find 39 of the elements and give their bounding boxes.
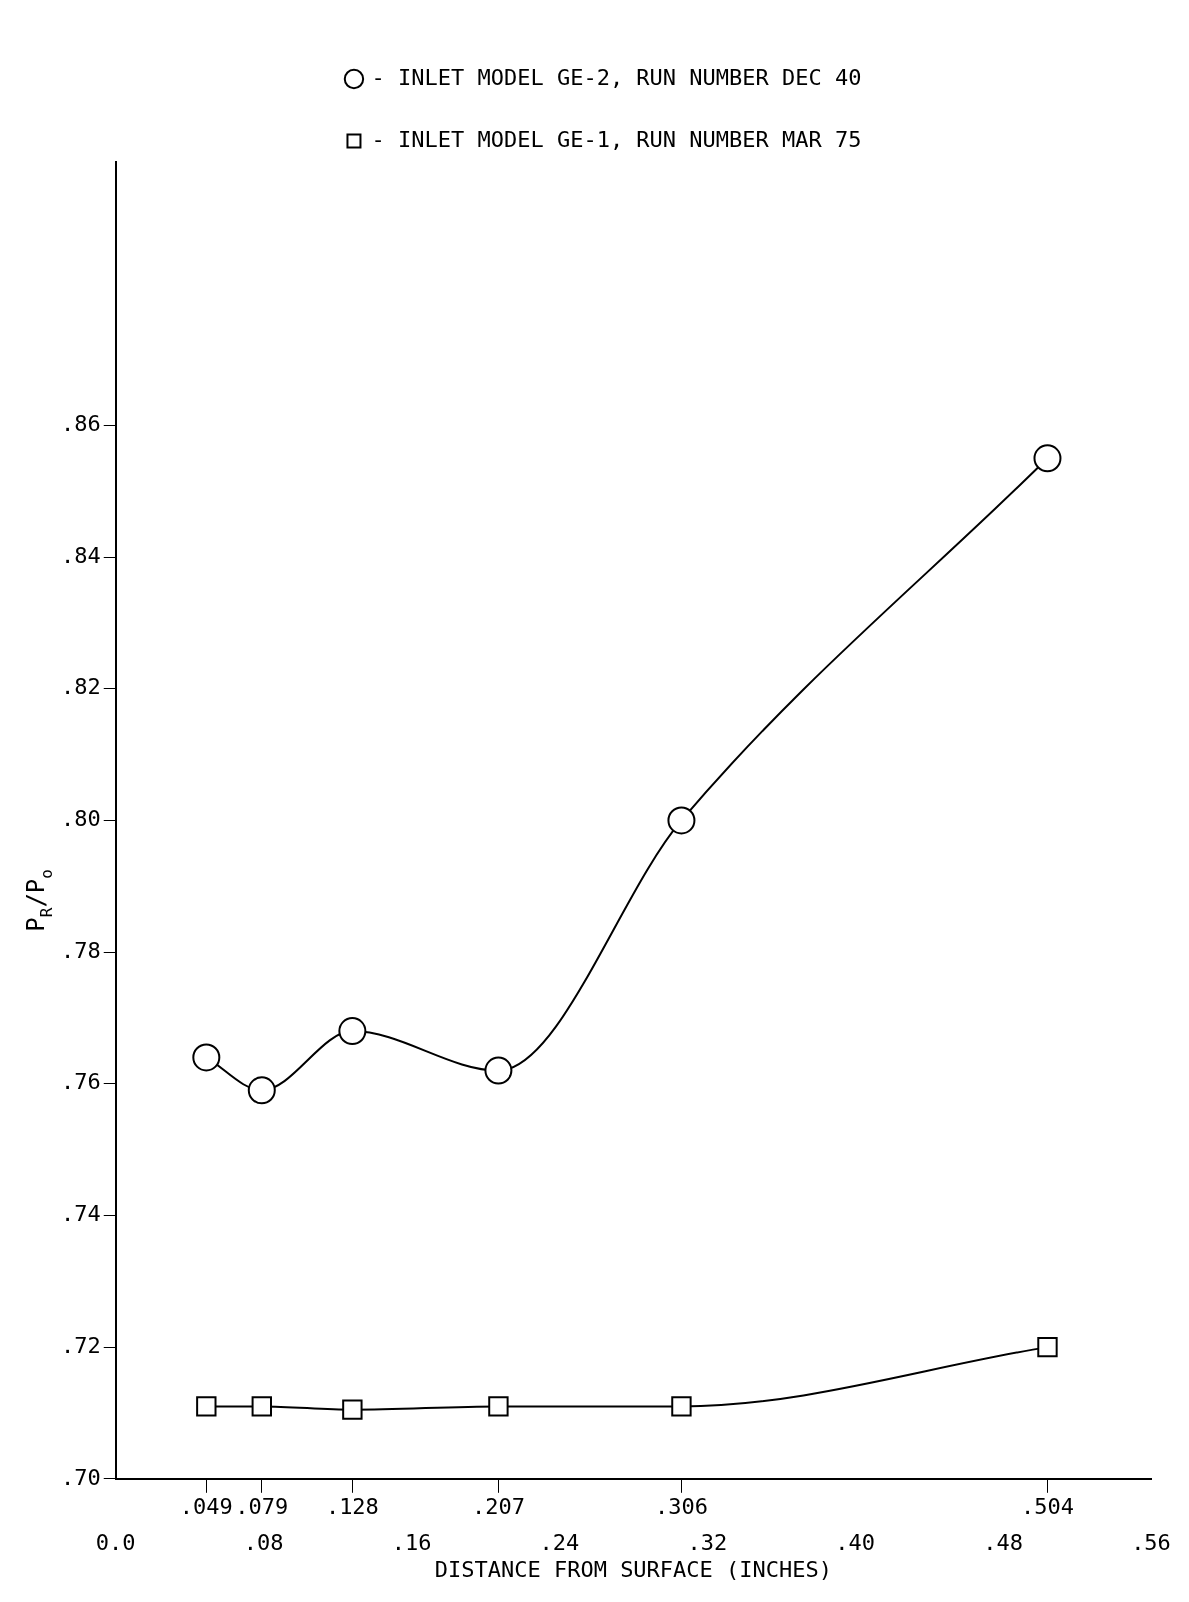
y-tick-label: .70: [60, 1464, 101, 1490]
point: [671, 1396, 692, 1417]
x-axis-title: DISTANCE FROM SURFACE (INCHES): [434, 1556, 833, 1582]
x2-tick-label: .049: [179, 1493, 233, 1519]
x-tick-label: .16: [391, 1530, 432, 1556]
x-tick-label: .32: [687, 1530, 728, 1556]
x-tick-label: .48: [983, 1530, 1023, 1556]
x-tick-label: .08: [243, 1530, 284, 1556]
y-tick-label: .82: [60, 674, 101, 700]
x-tick-label: .56: [1131, 1530, 1171, 1556]
y-tick-label: .86: [60, 411, 101, 437]
x-tick-label: .24: [539, 1530, 580, 1556]
x-tick-label: 0.0: [95, 1530, 136, 1556]
x2-tick-label: .128: [325, 1493, 379, 1519]
x2-tick-label: .504: [1020, 1493, 1074, 1519]
point: [1033, 444, 1062, 473]
point: [1037, 1336, 1058, 1358]
x-tick-label: .40: [835, 1530, 876, 1556]
y-tick-label: .80: [60, 806, 101, 832]
y-tick-label: .78: [60, 937, 101, 963]
point: [338, 1017, 367, 1046]
y-axis-title: PR/Po: [22, 869, 56, 932]
y-tick-label: .72: [60, 1332, 101, 1358]
y-tick-label: .76: [60, 1069, 101, 1095]
y-tick-label: .74: [60, 1201, 101, 1227]
y-tick-label: .84: [60, 542, 101, 568]
x2-tick-label: .207: [471, 1493, 525, 1519]
point: [488, 1396, 509, 1417]
legend-label: - INLET MODEL GE-2, RUN NUMBER DEC 40: [371, 64, 862, 90]
point: [196, 1396, 217, 1417]
point: [667, 806, 696, 835]
x2-tick-label: .079: [235, 1493, 289, 1519]
point: [342, 1399, 363, 1420]
point: [247, 1076, 276, 1105]
point: [192, 1043, 221, 1072]
x2-tick-label: .306: [654, 1493, 708, 1519]
point: [484, 1056, 513, 1085]
legend-label: - INLET MODEL GE-1, RUN NUMBER MAR 75: [371, 126, 862, 152]
point: [251, 1396, 272, 1417]
